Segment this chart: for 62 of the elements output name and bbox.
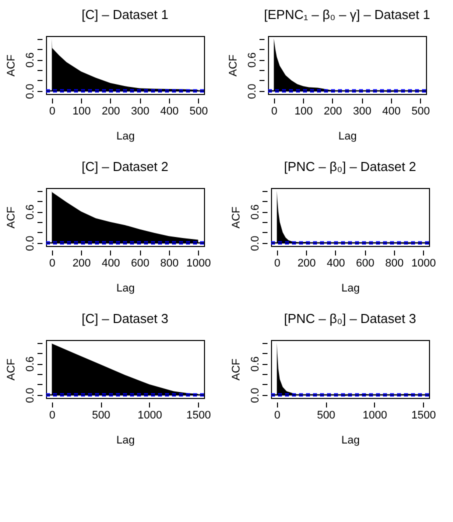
y-axis-title: ACF <box>228 54 240 76</box>
x-tick-label: 0 <box>49 106 56 118</box>
x-axis-title: Lag <box>341 434 360 446</box>
x-tick-label: 0 <box>271 106 278 118</box>
x-tick-label: 200 <box>297 258 316 270</box>
y-axis-title: ACF <box>6 54 18 76</box>
chart-title: [PNC – β₀] – Dataset 2 <box>284 159 416 174</box>
y-tick-label: 0.6 <box>246 52 258 68</box>
x-tick-label: 400 <box>382 106 401 118</box>
y-tick-label: 0.6 <box>250 356 262 372</box>
y-tick-label: 0.6 <box>250 204 262 220</box>
y-tick-label: 0.6 <box>24 52 36 68</box>
x-tick-label: 0 <box>49 258 56 270</box>
y-axis-title: ACF <box>6 358 18 380</box>
x-tick-label: 0 <box>274 410 280 422</box>
x-tick-label: 800 <box>160 258 179 270</box>
x-tick-label: 1500 <box>186 410 211 422</box>
x-tick-label: 400 <box>102 258 120 270</box>
y-tick-label: 0.0 <box>246 84 258 100</box>
x-tick-label: 600 <box>130 258 150 270</box>
x-tick-label: 800 <box>385 258 404 270</box>
x-axis-title: Lag <box>116 282 135 294</box>
y-tick-label: 0.6 <box>24 356 36 372</box>
x-tick-label: 100 <box>72 106 91 118</box>
x-tick-label: 0 <box>49 410 56 422</box>
x-tick-label: 1000 <box>138 410 162 422</box>
x-tick-label: 500 <box>189 106 208 118</box>
y-tick-label: 0.6 <box>24 204 36 220</box>
y-tick-label: 0.0 <box>250 236 262 252</box>
x-tick-label: 400 <box>160 106 179 118</box>
y-tick-label: 0.0 <box>24 388 36 404</box>
y-axis-title: ACF <box>230 358 242 380</box>
x-tick-label: 200 <box>102 106 120 118</box>
chart-title: [PNC – β₀] – Dataset 3 <box>284 311 416 326</box>
chart-title: [C] – Dataset 1 <box>82 7 168 22</box>
x-axis-title: Lag <box>116 130 135 142</box>
x-tick-label: 100 <box>294 106 313 118</box>
x-tick-label: 200 <box>324 106 342 118</box>
x-tick-label: 0 <box>274 258 280 270</box>
x-tick-label: 1500 <box>411 410 436 422</box>
chart-title: [C] – Dataset 2 <box>82 159 168 174</box>
x-axis-title: Lag <box>341 282 360 294</box>
x-axis-title: Lag <box>338 130 357 142</box>
y-tick-label: 0.0 <box>250 388 262 404</box>
x-tick-label: 200 <box>72 258 91 270</box>
y-axis-title: ACF <box>6 206 18 228</box>
chart-title: [EPNC₁ – β₀ – γ] – Dataset 1 <box>264 7 430 22</box>
x-tick-label: 400 <box>326 258 346 270</box>
y-tick-label: 0.0 <box>24 84 36 100</box>
x-tick-label: 1000 <box>362 410 388 422</box>
chart-title: [C] – Dataset 3 <box>82 311 168 326</box>
y-axis-title: ACF <box>230 206 242 228</box>
x-tick-label: 500 <box>316 410 336 422</box>
x-tick-label: 1000 <box>411 258 436 270</box>
x-tick-label: 300 <box>130 106 150 118</box>
x-tick-label: 600 <box>356 258 374 270</box>
x-tick-label: 500 <box>92 410 110 422</box>
x-axis-title: Lag <box>116 434 135 446</box>
x-tick-label: 300 <box>352 106 372 118</box>
x-tick-label: 1000 <box>186 258 211 270</box>
x-tick-label: 500 <box>411 106 430 118</box>
y-tick-label: 0.0 <box>24 236 36 252</box>
